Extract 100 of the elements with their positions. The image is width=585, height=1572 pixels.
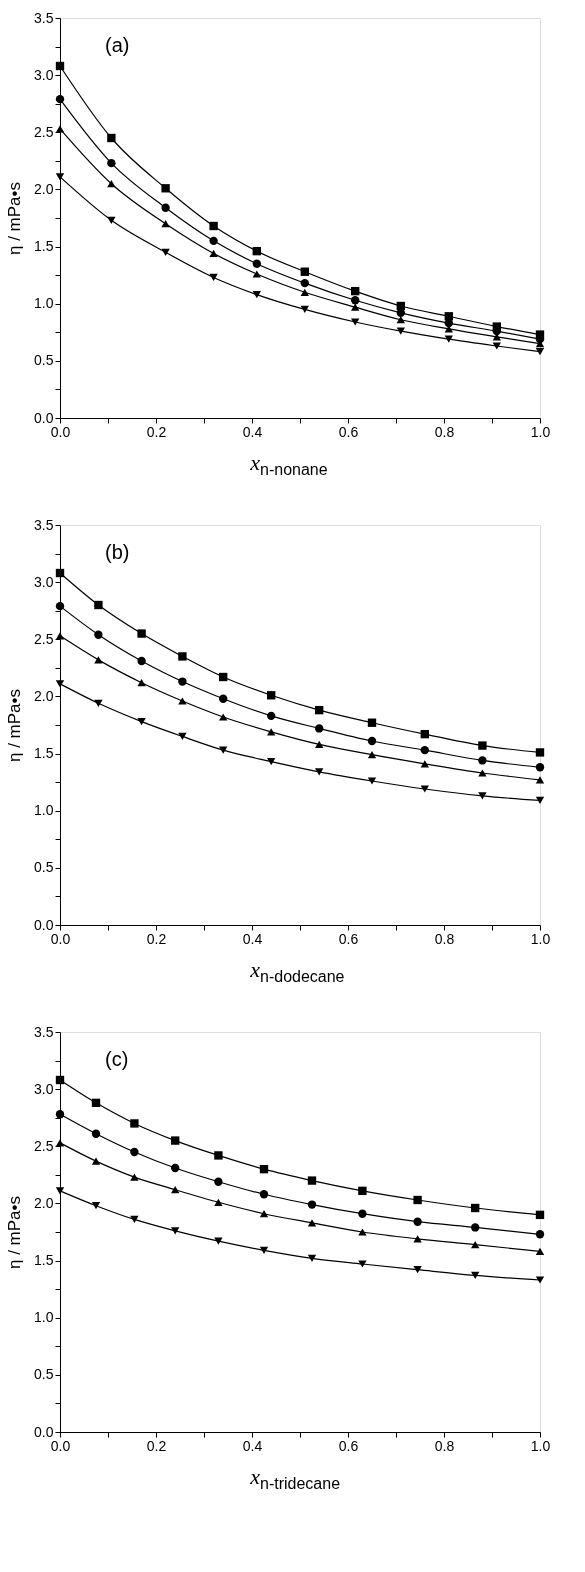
- x-tick-label: 0.2: [146, 1437, 167, 1454]
- point: [178, 652, 187, 661]
- point: [171, 1227, 180, 1235]
- point: [137, 656, 146, 666]
- point: [413, 1195, 422, 1205]
- point: [130, 1215, 139, 1224]
- point: [91, 1098, 101, 1108]
- point: [130, 1147, 139, 1157]
- y-tick-label: 3.5: [34, 1023, 54, 1040]
- point: [267, 691, 276, 700]
- point: [252, 259, 261, 268]
- point: [94, 600, 103, 610]
- point: [55, 1139, 65, 1147]
- point: [91, 1202, 101, 1210]
- annotation: (a): [105, 34, 130, 56]
- x-tick-label: 0.2: [146, 423, 167, 440]
- point: [315, 740, 324, 749]
- y-tick-label: 1.5: [34, 1252, 54, 1269]
- point: [259, 1190, 269, 1199]
- point: [107, 158, 116, 168]
- point: [535, 796, 545, 805]
- x-tick-label: 0.0: [50, 930, 71, 947]
- y-tick-label: 1.0: [34, 1309, 54, 1326]
- point: [55, 632, 65, 640]
- point: [396, 316, 405, 324]
- point: [209, 273, 218, 282]
- point: [478, 792, 487, 800]
- point: [252, 290, 261, 299]
- y-axis-title: η / mPa•s: [5, 688, 25, 763]
- x-tick-label: 0.0: [50, 423, 71, 440]
- point: [300, 267, 309, 276]
- point: [130, 1119, 139, 1128]
- x-tick-label: 0.8: [434, 1437, 455, 1454]
- x-tick-label: 0.4: [242, 1437, 263, 1454]
- point: [492, 342, 501, 350]
- y-tick-label: 0.5: [34, 859, 54, 876]
- y-axis-title: η / mPa•s: [5, 181, 25, 256]
- point: [137, 717, 146, 726]
- point: [209, 249, 218, 258]
- y-tick-label: 2.0: [34, 687, 54, 704]
- point: [161, 248, 170, 256]
- point: [55, 61, 65, 71]
- point: [91, 1129, 101, 1138]
- point: [55, 568, 65, 578]
- y-tick-label: 0.0: [34, 916, 54, 933]
- y-tick-label: 0.5: [34, 352, 54, 369]
- point: [55, 601, 65, 611]
- point: [161, 220, 170, 228]
- y-tick-label: 3.0: [34, 1080, 54, 1097]
- point: [209, 236, 218, 246]
- point: [351, 303, 360, 311]
- point: [413, 1217, 422, 1226]
- point: [300, 288, 309, 296]
- point: [471, 1271, 480, 1280]
- point: [171, 1163, 180, 1173]
- x-tick-label: 1.0: [530, 1437, 551, 1454]
- y-tick-label: 3.5: [34, 516, 54, 533]
- point: [55, 1075, 65, 1085]
- point: [535, 1230, 545, 1239]
- point: [535, 1247, 545, 1256]
- point: [267, 711, 276, 721]
- point: [214, 1177, 223, 1186]
- point: [178, 732, 187, 741]
- point: [137, 679, 146, 687]
- x-tick-label: 0.6: [338, 423, 359, 440]
- annotation: (b): [105, 541, 130, 563]
- point: [94, 699, 103, 707]
- point: [94, 630, 103, 639]
- y-tick-label: 3.0: [34, 66, 54, 83]
- point: [351, 286, 360, 296]
- point: [137, 629, 146, 638]
- point: [358, 1260, 367, 1268]
- x-tick-label: 1.0: [530, 930, 551, 947]
- point: [259, 1210, 269, 1218]
- y-tick-label: 2.5: [34, 630, 54, 647]
- point: [420, 745, 429, 755]
- point: [55, 1110, 65, 1119]
- point: [267, 757, 276, 766]
- y-tick-label: 1.5: [34, 745, 54, 762]
- point: [478, 756, 487, 765]
- point: [219, 672, 228, 682]
- point: [315, 768, 324, 776]
- point: [351, 296, 360, 305]
- x-tick-label: 0.2: [146, 930, 167, 947]
- point: [535, 763, 545, 772]
- point: [420, 785, 429, 793]
- point: [161, 203, 170, 212]
- point: [535, 1276, 545, 1284]
- point: [351, 318, 360, 326]
- x-tick-label: 1.0: [530, 423, 551, 440]
- point: [209, 221, 218, 231]
- y-tick-label: 2.0: [34, 1194, 54, 1211]
- point: [315, 705, 324, 715]
- point: [178, 697, 187, 705]
- point: [478, 741, 487, 750]
- point: [367, 777, 377, 785]
- y-tick-label: 2.0: [34, 180, 54, 197]
- point: [307, 1200, 317, 1209]
- point: [214, 1237, 223, 1245]
- point: [420, 760, 429, 768]
